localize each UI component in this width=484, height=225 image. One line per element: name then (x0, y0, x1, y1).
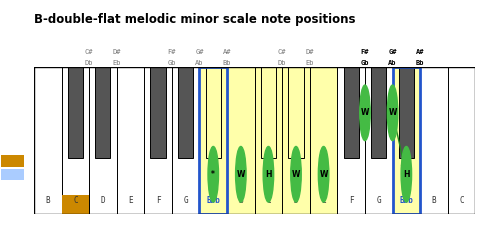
Text: D: D (100, 196, 105, 205)
Circle shape (400, 146, 411, 202)
Text: B: B (238, 196, 242, 205)
Text: G: G (183, 196, 188, 205)
Text: C#: C# (277, 49, 286, 55)
Bar (337, 68, 364, 214)
Circle shape (387, 85, 397, 141)
Text: W: W (236, 170, 244, 179)
Bar (343, 68, 358, 158)
Text: W: W (360, 108, 368, 117)
Circle shape (359, 85, 369, 141)
Circle shape (263, 146, 273, 202)
Text: Bb: Bb (222, 60, 231, 66)
Bar (254, 68, 282, 214)
Text: Gb: Gb (167, 60, 176, 66)
Text: D#: D# (112, 49, 121, 55)
Circle shape (290, 146, 301, 202)
Text: F: F (155, 196, 160, 205)
Bar (227, 68, 254, 214)
Bar (61, 68, 89, 214)
Text: Db: Db (277, 60, 286, 66)
Bar (260, 68, 275, 158)
Bar (447, 68, 474, 214)
Bar (309, 68, 337, 214)
Text: A#: A# (222, 49, 231, 55)
Bar (419, 68, 447, 214)
Bar (144, 68, 171, 214)
Text: Db: Db (85, 60, 93, 66)
Text: Eb: Eb (305, 60, 314, 66)
Text: C#: C# (85, 49, 93, 55)
Bar (34, 68, 61, 214)
Bar (95, 68, 110, 158)
Text: D#: D# (305, 49, 314, 55)
Text: A#: A# (415, 49, 424, 55)
Text: E: E (128, 196, 133, 205)
Bar (171, 68, 199, 214)
Circle shape (235, 146, 245, 202)
Bar (370, 68, 386, 158)
Text: C: C (73, 196, 77, 205)
Text: Gb: Gb (360, 60, 368, 66)
Text: C: C (458, 196, 463, 205)
Bar (398, 68, 413, 158)
Bar (392, 68, 419, 214)
Text: G: G (376, 196, 380, 205)
Text: F#: F# (167, 49, 176, 55)
Text: Bbb: Bbb (399, 196, 412, 205)
Text: Ab: Ab (388, 60, 396, 66)
Bar (117, 68, 144, 214)
Bar (199, 68, 227, 214)
Text: F: F (348, 196, 353, 205)
Text: D: D (293, 196, 298, 205)
Bar (199, 68, 227, 214)
Circle shape (318, 146, 328, 202)
Text: Bb: Bb (415, 60, 424, 66)
Bar (282, 68, 309, 214)
Text: B-double-flat melodic minor scale note positions: B-double-flat melodic minor scale note p… (34, 14, 355, 27)
Bar (68, 68, 83, 158)
Text: G#: G# (388, 49, 396, 55)
Text: *: * (211, 170, 215, 179)
Text: F#: F# (360, 49, 368, 55)
Circle shape (208, 146, 218, 202)
Bar (89, 68, 117, 214)
Text: Eb: Eb (112, 60, 121, 66)
Bar (1, 155, 24, 166)
Text: Ab: Ab (195, 60, 203, 66)
Text: W: W (291, 170, 300, 179)
Text: basicmusictheory.com: basicmusictheory.com (10, 77, 15, 148)
Text: B: B (431, 196, 435, 205)
Bar (205, 68, 220, 158)
Text: E: E (320, 196, 325, 205)
Text: H: H (402, 170, 409, 179)
Bar (288, 68, 303, 158)
Text: W: W (388, 108, 396, 117)
Bar (61, 195, 89, 214)
Bar (178, 68, 193, 158)
Bar (150, 68, 166, 158)
Text: W: W (319, 170, 327, 179)
Bar (364, 68, 392, 214)
Text: H: H (265, 170, 271, 179)
Text: C: C (266, 196, 270, 205)
Text: B: B (45, 196, 50, 205)
Bar (1, 169, 24, 180)
Text: Bbb: Bbb (206, 196, 220, 205)
Text: G#: G# (195, 49, 203, 55)
Bar (392, 68, 419, 214)
